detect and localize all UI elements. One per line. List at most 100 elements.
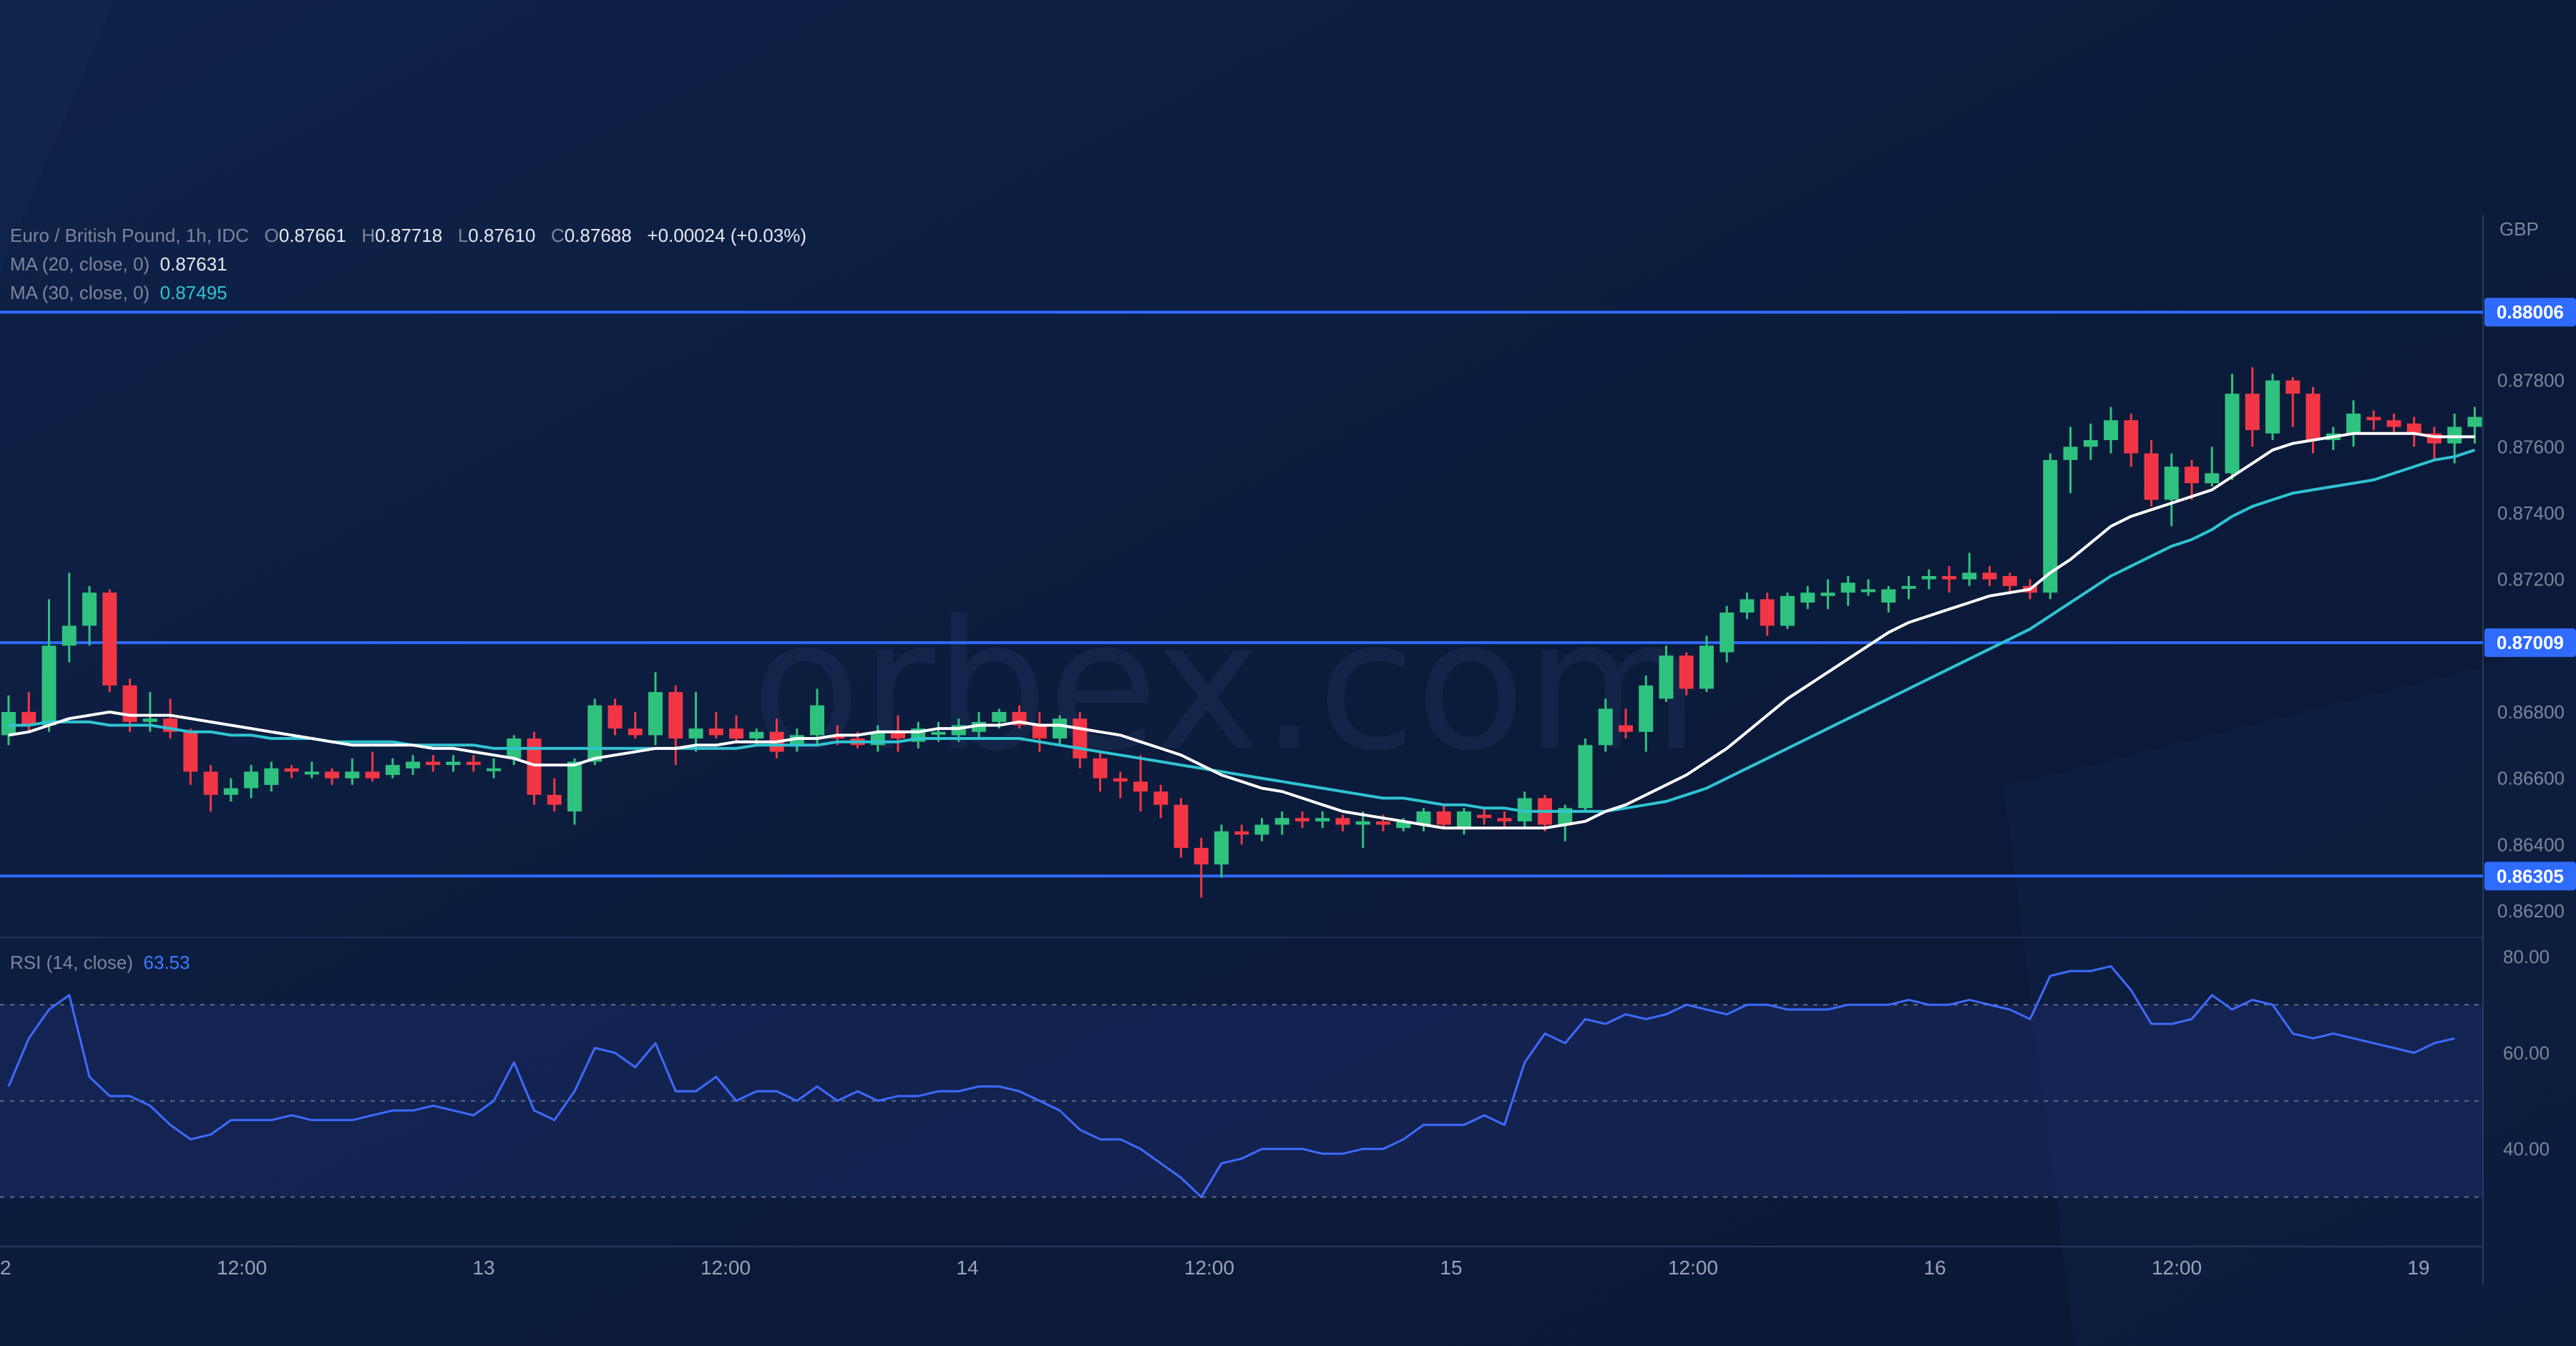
candle-body — [304, 771, 319, 775]
candle-body — [1578, 745, 1593, 809]
ma30-value: 0.87495 — [160, 282, 228, 303]
close-label: C — [550, 225, 565, 246]
candle-body — [749, 731, 764, 739]
low-label: L — [457, 225, 469, 246]
candle-body — [102, 592, 117, 686]
time-tick-label: 12:00 — [701, 1257, 751, 1279]
candle-body — [1113, 778, 1128, 782]
candle-body — [2164, 467, 2179, 500]
candle-body — [1517, 798, 1532, 821]
candle-body — [1962, 572, 1977, 580]
ma30-label: MA (30, close, 0) — [10, 282, 150, 303]
rsi-tick-label: 60.00 — [2503, 1042, 2550, 1063]
candle-body — [1234, 831, 1249, 835]
candle-body — [1, 711, 16, 736]
candle-body — [992, 711, 1007, 722]
rsi-tick-label: 80.00 — [2503, 946, 2550, 967]
time-tick-label: 2 — [0, 1257, 11, 1279]
candle-body — [62, 625, 77, 646]
candle-body — [1659, 655, 1674, 699]
candle-body — [1214, 831, 1229, 865]
candle-body — [2285, 380, 2301, 394]
candle-body — [1477, 814, 1492, 819]
open-value: 0.87661 — [278, 225, 346, 246]
candle-body — [1639, 685, 1654, 732]
level-tag-label: 0.86305 — [2497, 865, 2564, 887]
rsi-line-group — [7, 965, 2455, 1199]
level-tag-label: 0.87009 — [2497, 632, 2564, 653]
time-tick-label: 16 — [1923, 1257, 1946, 1279]
candle-body — [830, 735, 845, 739]
candle-body — [810, 705, 824, 736]
candle-body — [385, 765, 400, 775]
candle-body — [1942, 576, 1956, 580]
candle-body — [426, 761, 441, 766]
high-value: 0.87718 — [375, 225, 443, 246]
candle-body — [1315, 818, 1330, 821]
price-tick-label: 0.87600 — [2497, 436, 2565, 457]
candle-body — [2346, 413, 2361, 434]
time-tick-label: 12:00 — [2152, 1257, 2202, 1279]
candle-body — [1194, 847, 1209, 865]
candle-body — [42, 645, 57, 726]
candle-body — [1679, 655, 1694, 689]
candle-body — [608, 705, 623, 729]
candle-body — [648, 692, 663, 736]
candle-body — [931, 731, 946, 735]
candle-body — [1901, 585, 1916, 589]
time-axis: 2 12:00 13 12:00 14 12:00 15 12:00 16 12:00 19 — [0, 1257, 2430, 1279]
candle-body — [2467, 416, 2482, 427]
candle-body — [2043, 459, 2058, 593]
close-value: 0.87688 — [564, 225, 632, 246]
candle-body — [1436, 811, 1451, 825]
candle-body — [708, 728, 723, 736]
candle-body — [1032, 725, 1047, 739]
candle-body — [82, 592, 97, 626]
candle-body — [2002, 576, 2017, 586]
candle-body — [628, 728, 643, 736]
ma20-value: 0.87631 — [160, 253, 228, 275]
price-tick-label: 0.87200 — [2497, 569, 2565, 590]
time-tick-label: 14 — [956, 1257, 978, 1279]
candle-body — [2386, 420, 2401, 427]
candle-body — [2406, 423, 2421, 434]
candle-body — [668, 692, 683, 739]
price-tick-label: 0.86600 — [2497, 768, 2565, 789]
candle-body — [1457, 811, 1471, 829]
rsi-panel — [0, 1004, 2483, 1198]
time-tick-label: 13 — [472, 1257, 494, 1279]
candle-body — [2124, 420, 2139, 454]
candle-body — [406, 761, 420, 769]
candle-body — [487, 768, 501, 771]
candle-body — [1073, 718, 1088, 759]
rsi-tick-label: 40.00 — [2503, 1138, 2550, 1160]
candle-body — [2083, 440, 2098, 447]
time-tick-label: 12:00 — [217, 1257, 267, 1279]
candle-body — [1416, 811, 1431, 825]
candle-body — [21, 711, 36, 726]
candle-body — [345, 771, 360, 779]
rsi-line — [7, 965, 2455, 1199]
candle-body — [1254, 824, 1269, 835]
candle-body — [2245, 394, 2260, 431]
candle-body — [1396, 821, 1411, 829]
change-value: +0.00024 (+0.03%) — [647, 225, 807, 246]
candle-body — [891, 731, 905, 739]
candle-body — [1861, 589, 1875, 592]
candle-body — [284, 768, 299, 772]
candle-body — [1376, 821, 1390, 825]
candle-body — [1800, 592, 1815, 603]
candle-body — [223, 788, 238, 795]
candle-body — [1921, 576, 1936, 580]
currency-label: GBP — [2499, 218, 2539, 240]
candle-body — [2144, 453, 2159, 500]
candle-body — [587, 705, 602, 762]
watermark-text: orbex.com — [751, 582, 1699, 790]
candle-body — [567, 761, 582, 811]
candle-body — [1881, 589, 1896, 603]
high-label: H — [361, 225, 376, 246]
candle-body — [183, 731, 198, 772]
candle-body — [325, 771, 339, 779]
price-tick-label: 0.86200 — [2497, 900, 2565, 922]
candle-body — [1780, 595, 1795, 626]
